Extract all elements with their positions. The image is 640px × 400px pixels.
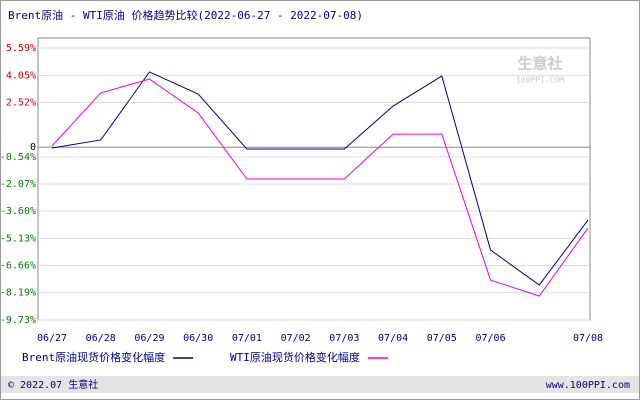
watermark: 100PPI.COM bbox=[516, 76, 564, 85]
x-tick-label: 07/08 bbox=[573, 333, 603, 344]
y-tick-label: 0 bbox=[30, 142, 36, 153]
footer-left: © 2022.07 生意社 bbox=[8, 378, 98, 391]
y-tick-label: -6.66% bbox=[0, 260, 36, 271]
y-tick-label: -0.54% bbox=[0, 152, 36, 163]
x-tick-label: 07/05 bbox=[427, 333, 457, 344]
footer-right: www.100PPI.com bbox=[546, 380, 630, 391]
chart-title: Brent原油 - WTI原油 价格趋势比较(2022-06-27 - 2022… bbox=[8, 8, 363, 22]
watermark: 生意社 bbox=[517, 55, 562, 73]
x-tick-label: 07/03 bbox=[329, 333, 359, 344]
y-tick-label: -9.73% bbox=[0, 315, 36, 326]
y-tick-label: 4.05% bbox=[6, 70, 36, 81]
y-tick-label: -3.60% bbox=[0, 206, 36, 217]
x-tick-label: 07/04 bbox=[378, 333, 408, 344]
x-tick-label: 07/02 bbox=[281, 333, 311, 344]
y-tick-label: -5.13% bbox=[0, 233, 36, 244]
y-tick-label: -2.07% bbox=[0, 179, 36, 190]
legend-label: Brent原油现货价格变化幅度 bbox=[22, 350, 165, 364]
series-line bbox=[51, 78, 589, 297]
x-tick-label: 06/29 bbox=[134, 333, 164, 344]
series-line bbox=[51, 71, 589, 286]
x-tick-label: 07/06 bbox=[475, 333, 505, 344]
x-tick-label: 06/28 bbox=[86, 333, 116, 344]
legend-label: WTI原油现货价格变化幅度 bbox=[230, 350, 360, 364]
y-tick-label: -8.19% bbox=[0, 288, 36, 299]
y-tick-label: 2.52% bbox=[6, 98, 36, 109]
x-tick-label: 07/01 bbox=[232, 333, 262, 344]
x-tick-label: 06/27 bbox=[37, 333, 67, 344]
y-tick-label: 5.59% bbox=[6, 43, 36, 54]
x-tick-label: 06/30 bbox=[183, 333, 213, 344]
footer-bar bbox=[1, 376, 639, 393]
